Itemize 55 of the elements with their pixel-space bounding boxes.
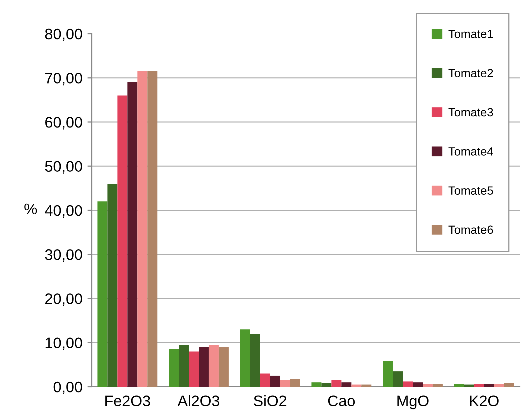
bar (413, 382, 423, 387)
bar (474, 384, 484, 387)
bar (179, 345, 190, 387)
y-tick-label: 0,00 (54, 382, 82, 394)
bar (322, 383, 332, 387)
bar (250, 334, 260, 387)
bar (393, 372, 404, 387)
y-tick-label: 40,00 (45, 205, 82, 218)
bar (218, 347, 229, 387)
bar (504, 383, 514, 387)
bar (118, 96, 128, 387)
bar (454, 384, 464, 387)
y-tick-label: 30,00 (45, 249, 82, 262)
y-axis-title: % (24, 204, 38, 215)
bar (494, 384, 504, 387)
legend-label: Tomate5 (448, 186, 494, 195)
y-tick-label: 10,00 (46, 338, 82, 350)
legend-label: Tomate6 (448, 226, 494, 234)
bar (270, 376, 280, 387)
legend-label: Tomate2 (448, 69, 494, 78)
bar (169, 349, 180, 387)
bar (108, 184, 118, 387)
bar (148, 72, 158, 387)
bar (260, 374, 270, 387)
legend-label: Tomate1 (448, 30, 494, 38)
y-tick-label: 60,00 (46, 117, 82, 130)
bar (383, 361, 394, 387)
x-tick-label: Cao (328, 396, 356, 407)
bar (332, 380, 342, 387)
bar (312, 382, 322, 387)
bar (403, 382, 413, 387)
bar (208, 345, 219, 387)
bar (290, 379, 300, 387)
bar (98, 202, 108, 387)
y-tick-label: 50,00 (45, 161, 82, 174)
x-tick-label: Al2O3 (178, 395, 220, 407)
bar (128, 82, 138, 387)
bar (484, 384, 494, 387)
x-tick-label: Fe2O3 (106, 396, 150, 407)
bar (432, 384, 443, 387)
bar (342, 382, 352, 387)
bar (138, 72, 148, 387)
x-tick-label: SiO2 (254, 395, 287, 407)
x-tick-label: K2O (470, 396, 499, 407)
legend-label: Tomate4 (448, 148, 494, 156)
bar (189, 352, 199, 387)
bar (240, 330, 250, 387)
y-tick-label: 20,00 (46, 294, 82, 306)
y-tick-label: 70,00 (46, 72, 82, 86)
bar (199, 347, 209, 387)
x-tick-label: MgO (398, 396, 429, 410)
bar (280, 380, 290, 387)
y-tick-label: 80,00 (45, 28, 82, 42)
legend-label: Tomate3 (448, 108, 494, 117)
bar (422, 384, 433, 387)
